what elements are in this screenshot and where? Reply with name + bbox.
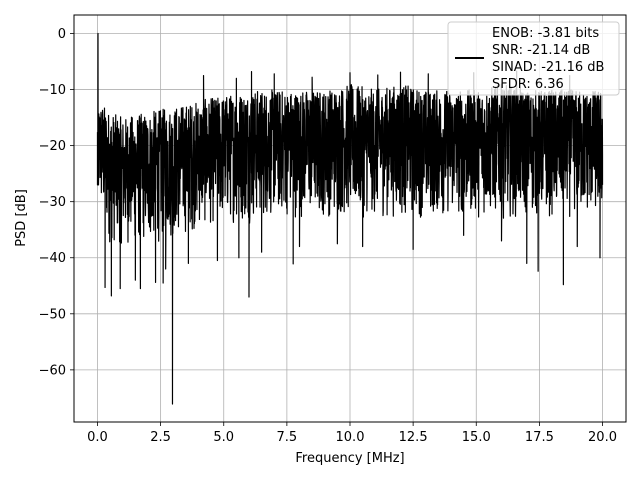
legend-box [447,21,620,96]
legend-entry-sinad: SINAD: -21.16 dB [492,60,604,75]
x-axis-ticks: 0.0 2.5 5.0 7.5 10.0 12.5 15.0 17.5 20.0 [87,422,617,445]
x-tick-label: 0.0 [87,430,108,445]
x-tick-label: 7.5 [277,430,298,445]
x-tick-label: 2.5 [150,430,171,445]
legend-entry-enob: ENOB: -3.81 bits [492,26,599,41]
y-tick-label: −50 [39,307,66,322]
y-axis-label: PSD [dB] [14,189,29,247]
x-tick-label: 15.0 [462,430,491,445]
y-tick-label: −20 [39,139,66,154]
x-tick-label: 5.0 [213,430,234,445]
y-axis-ticks: 0 −10 −20 −30 −40 −50 −60 [39,27,74,378]
y-tick-label: −10 [39,83,66,98]
legend: ENOB: -3.81 bits SNR: -21.14 dB SINAD: -… [447,21,620,96]
y-tick-label: 0 [58,27,66,42]
y-tick-label: −30 [39,195,66,210]
x-axis-label: Frequency [MHz] [295,451,404,466]
psd-series-line [96,32,604,405]
y-tick-label: −40 [39,251,66,266]
legend-entry-sfdr: SFDR: 6.36 [492,77,564,92]
x-tick-label: 10.0 [336,430,365,445]
y-tick-label: −60 [39,363,66,378]
x-tick-label: 20.0 [588,430,617,445]
legend-entry-snr: SNR: -21.14 dB [492,43,590,58]
x-tick-label: 12.5 [399,430,428,445]
x-tick-label: 17.5 [525,430,554,445]
plot-area [96,32,604,405]
